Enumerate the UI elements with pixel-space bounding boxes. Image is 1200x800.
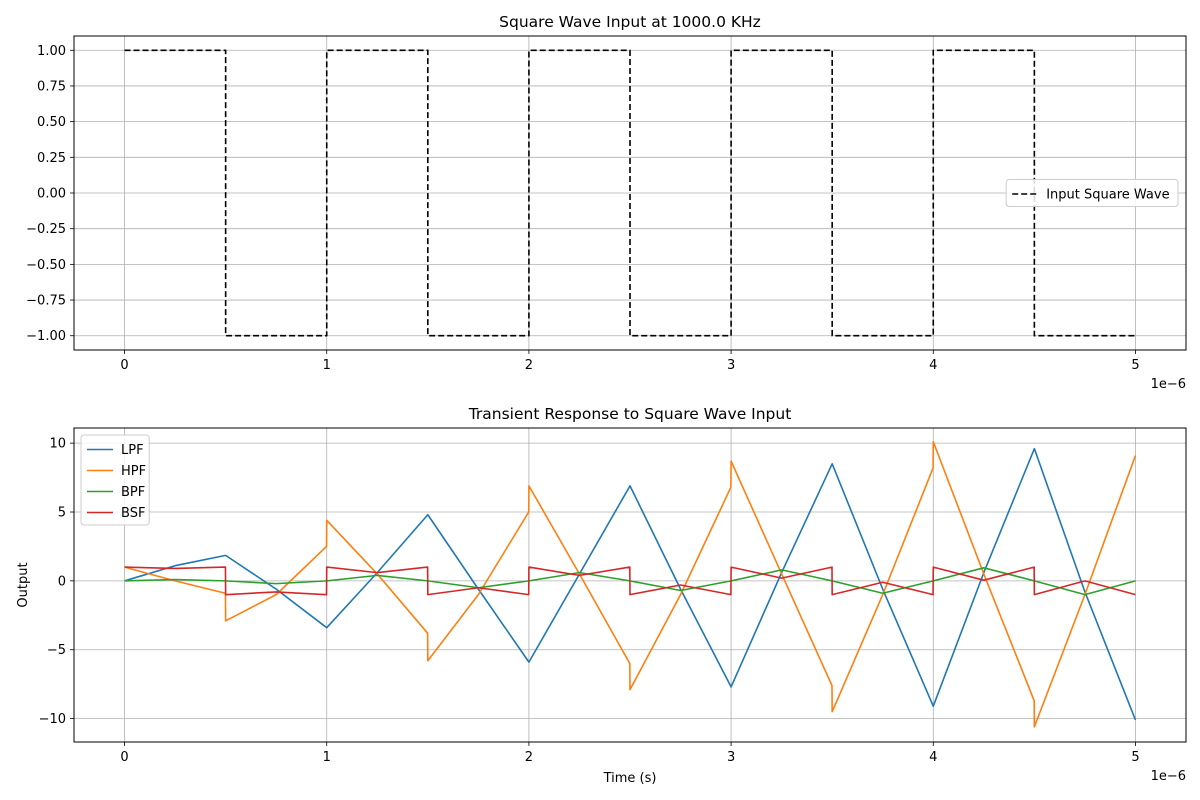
y-tick-label: −1.00: [26, 329, 66, 344]
x-tick-label: 2: [525, 358, 533, 373]
series-line-lpf: [124, 447, 1137, 721]
y-tick-label: 0.75: [37, 79, 66, 94]
x-tick-label: 3: [727, 358, 735, 373]
legend-box: [80, 434, 150, 526]
y-tick-label: −0.50: [26, 258, 66, 273]
y-tick-label: 1.00: [37, 44, 66, 59]
x-tick-label: 1: [323, 358, 331, 373]
legend-label: BSF: [121, 506, 145, 521]
transient-response-chart: 0 1 2 3 4 5 −10 −5 0 5 10 Transient Response to Sq…: [16, 405, 1187, 786]
y-tick-label: −0.75: [26, 294, 66, 309]
series-line-hpf: [124, 440, 1137, 728]
square-wave-input-chart: 0 1 2 3 4 5 −1.00 −0.75 −0.50 −0.25 0.00 0.25 0.50 0.…: [26, 13, 1187, 392]
x-tick-label: 3: [727, 750, 735, 765]
axes-frame-bottom: [73, 427, 1187, 743]
legend-bottom: LPF HPF BPF BSF: [80, 434, 150, 526]
legend-box: [1005, 179, 1179, 207]
y-axis-label-bottom: Output: [16, 562, 31, 607]
series-line-input-square-wave: [124, 49, 1136, 337]
y-tick-label: 0.50: [37, 115, 66, 130]
x-axis-label-bottom: Time (s): [603, 771, 657, 786]
x-tick-label: 5: [1131, 358, 1139, 373]
ticks-bottom: 0 1 2 3 4 5 −10 −5 0 5 10: [39, 437, 1140, 765]
legend-label: HPF: [121, 464, 146, 479]
y-tick-label: −10: [39, 712, 66, 727]
chart-title-top: Square Wave Input at 1000.0 KHz: [499, 13, 761, 31]
y-tick-label: −0.25: [26, 222, 66, 237]
x-tick-label: 0: [120, 750, 128, 765]
y-tick-label: 0.25: [37, 151, 66, 166]
x-tick-label: 4: [929, 750, 937, 765]
y-tick-label: 0.00: [37, 187, 66, 202]
chart-title-bottom: Transient Response to Square Wave Input: [468, 405, 792, 423]
x-tick-label: 1: [323, 750, 331, 765]
x-tick-label: 0: [120, 358, 128, 373]
y-tick-label: 0: [58, 574, 66, 589]
series-line-bsf: [124, 566, 1136, 596]
ticks-top: 0 1 2 3 4 5 −1.00 −0.75 −0.50 −0.25 0.00 0.25 0.50 0.…: [26, 44, 1139, 373]
x-offset-text-bottom: 1e−6: [1151, 769, 1186, 784]
legend-label: Input Square Wave: [1046, 188, 1169, 203]
x-offset-text-top: 1e−6: [1151, 377, 1186, 392]
series-layer-bottom: [124, 440, 1137, 728]
legend-label: BPF: [121, 485, 145, 500]
y-tick-label: −5: [47, 643, 66, 658]
y-tick-label: 5: [58, 506, 66, 521]
x-tick-label: 2: [525, 750, 533, 765]
legend-top: Input Square Wave: [1005, 179, 1179, 207]
x-tick-label: 4: [929, 358, 937, 373]
x-tick-label: 5: [1131, 750, 1139, 765]
grid-top: [74, 36, 1186, 350]
legend-label: LPF: [121, 443, 144, 458]
y-tick-label: 10: [49, 437, 66, 452]
series-layer-top: [124, 49, 1136, 337]
